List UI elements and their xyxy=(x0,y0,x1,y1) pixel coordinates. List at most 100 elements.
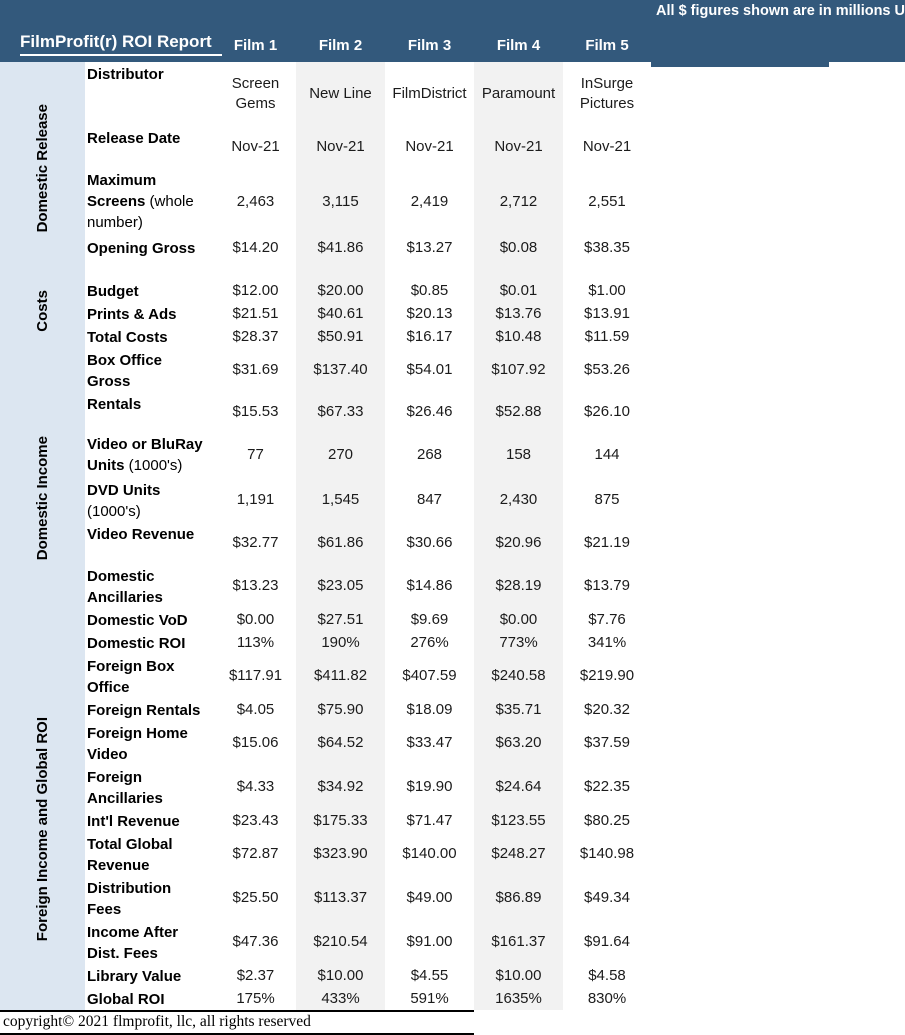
row-filler xyxy=(651,721,905,765)
row-filler xyxy=(651,522,905,564)
cell-value-film-2: $67.33 xyxy=(317,403,364,420)
row-label: Int'l Revenue xyxy=(85,809,215,832)
row-label: Box Office Gross xyxy=(85,348,215,392)
cell-value-film-4: 773% xyxy=(499,633,538,651)
cell-value-film-3 xyxy=(385,260,474,279)
cell-value-film-1: $32.77 xyxy=(232,534,279,551)
row-filler xyxy=(651,62,905,126)
cell-value-film-3: $71.47 xyxy=(406,811,453,829)
cell-value-film-4: $0.01 xyxy=(499,281,538,299)
table-row: Prints & Ads $21.51 $40.61 $20.13 $13.76 $13.… xyxy=(0,302,905,325)
row-label: Domestic Ancillaries xyxy=(85,564,215,608)
row-filler xyxy=(651,698,905,721)
cell-value-film-4: Paramount xyxy=(481,85,556,102)
cell-value-film-5: $13.79 xyxy=(584,577,630,594)
table-row: Foreign Home Video $15.06 $64.52 $33.47 $63.… xyxy=(0,721,905,765)
units-note: All $ figures shown are in millions U xyxy=(656,3,905,19)
footer-bar: copyright© 2021 flmprofit, llc, all righ… xyxy=(0,1010,474,1035)
row-filler xyxy=(651,964,905,987)
cell-value-film-2: $64.52 xyxy=(317,734,364,751)
cell-value-film-4: 2,430 xyxy=(499,491,538,508)
cell-value-film-1: $2.37 xyxy=(236,966,275,984)
cell-value-film-1: $25.50 xyxy=(232,889,279,906)
cell-value-film-1: $21.51 xyxy=(232,304,279,322)
cell-value-film-1: Screen Gems xyxy=(231,75,280,112)
cell-value-film-5 xyxy=(563,260,651,279)
cell-value-film-3: Nov-21 xyxy=(405,138,454,155)
cell-value-film-4: 2,712 xyxy=(499,193,538,210)
column-header-film-4: Film 4 xyxy=(474,0,563,62)
row-label: Opening Gross xyxy=(85,236,215,260)
table-row: Library Value $2.37 $10.00 $4.55 $10.00 $4.58 xyxy=(0,964,905,987)
row-filler xyxy=(651,236,905,260)
cell-value-film-2: 1,545 xyxy=(321,491,360,508)
cell-value-film-3: 591% xyxy=(410,989,449,1007)
row-label: Domestic ROI xyxy=(85,631,215,654)
cell-value-film-1: $31.69 xyxy=(232,361,279,378)
cell-value-film-2: $61.86 xyxy=(317,534,364,551)
cell-value-film-3: $30.66 xyxy=(406,534,453,551)
table-row: Foreign Rentals $4.05 $75.90 $18.09 $35.71 $2… xyxy=(0,698,905,721)
header-row: FilmProfit(r) ROI Report Film 1 Film 2 F… xyxy=(0,0,905,62)
roi-report-table: FilmProfit(r) ROI Report Film 1 Film 2 F… xyxy=(0,0,905,1010)
row-label-text: Distributor xyxy=(87,66,164,83)
cell-value-film-1: $4.33 xyxy=(236,778,275,795)
cell-value-film-3: $14.86 xyxy=(406,577,453,594)
table-row: Domestic Ancillaries $13.23 $23.05 $14.86 $2… xyxy=(0,564,905,608)
table-row: Foreign Ancillaries $4.33 $34.92 $19.90 $24.… xyxy=(0,765,905,809)
cell-value-film-2: Nov-21 xyxy=(316,138,365,155)
cell-value-film-1: $117.91 xyxy=(228,667,283,684)
cell-value-film-3: $4.55 xyxy=(410,966,449,984)
cell-value-film-2: $210.54 xyxy=(313,933,368,950)
row-label: Distribution Fees xyxy=(85,876,215,920)
cell-value-film-2: 433% xyxy=(321,989,360,1007)
row-label: Rentals xyxy=(85,392,215,432)
cell-value-film-5: $7.76 xyxy=(588,610,626,628)
row-label-text: Release Date xyxy=(87,130,181,147)
cell-value-film-5: $80.25 xyxy=(584,811,630,829)
table-row: Income After Dist. Fees $47.36 $210.54 $91.… xyxy=(0,920,905,964)
cell-value-film-5: 144 xyxy=(594,446,620,463)
row-label-note: (1000's) xyxy=(124,457,183,474)
cell-value-film-4: $240.58 xyxy=(491,667,546,684)
cell-value-film-2: $34.92 xyxy=(317,778,364,795)
row-label-text: Rentals xyxy=(87,396,142,413)
header-filler xyxy=(651,0,905,62)
cell-value-film-1: $13.23 xyxy=(232,577,279,594)
cell-value-film-1: 2,463 xyxy=(236,193,275,210)
row-label: Foreign Box Office xyxy=(85,654,215,698)
table-row: Distribution Fees $25.50 $113.37 $49.00 $86.… xyxy=(0,876,905,920)
row-filler xyxy=(651,260,905,279)
cell-value-film-5: $26.10 xyxy=(584,403,630,420)
row-filler xyxy=(651,809,905,832)
row-filler xyxy=(651,325,905,348)
row-label: Distributor xyxy=(85,62,215,126)
cell-value-film-3: FilmDistrict xyxy=(392,85,467,102)
cell-value-film-5: Nov-21 xyxy=(582,138,632,155)
cell-value-film-1: $12.00 xyxy=(232,281,279,299)
row-filler xyxy=(651,608,905,631)
cell-value-film-5: $20.32 xyxy=(584,700,630,718)
group-band: Costs xyxy=(0,279,85,348)
row-label: Video or BluRay Units (1000's) xyxy=(85,432,215,478)
row-label: Global ROI xyxy=(85,987,215,1010)
cell-value-film-4: $161.37 xyxy=(491,933,546,950)
cell-value-film-4: $20.96 xyxy=(495,534,542,551)
cell-value-film-3: $407.59 xyxy=(402,667,457,684)
cell-value-film-5: $38.35 xyxy=(584,239,630,256)
row-filler xyxy=(651,432,905,478)
cell-value-film-2: $41.86 xyxy=(317,239,364,256)
row-label: Video Revenue xyxy=(85,522,215,564)
group-label: Foreign Income and Global ROI xyxy=(34,717,51,942)
row-label: Foreign Ancillaries xyxy=(85,765,215,809)
row-filler xyxy=(651,832,905,876)
row-filler xyxy=(651,564,905,608)
row-label-text: Prints & Ads xyxy=(87,306,177,323)
cell-value-film-1: $14.20 xyxy=(232,239,279,256)
cell-value-film-1: $47.36 xyxy=(232,933,279,950)
group-label: Costs xyxy=(34,290,51,332)
cell-value-film-2: $175.33 xyxy=(313,811,368,829)
row-label: Foreign Rentals xyxy=(85,698,215,721)
table-row: Foreign Income and Global ROI Foreign Box… xyxy=(0,654,905,1010)
cell-value-film-3: $140.00 xyxy=(402,845,457,862)
